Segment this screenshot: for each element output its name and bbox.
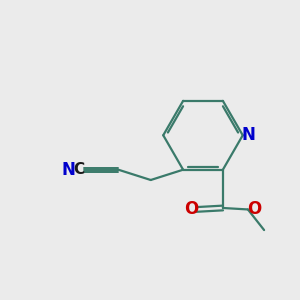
Text: N: N bbox=[241, 126, 255, 144]
Text: C: C bbox=[74, 162, 85, 177]
Text: O: O bbox=[247, 200, 261, 218]
Text: O: O bbox=[184, 200, 198, 218]
Text: N: N bbox=[61, 161, 75, 179]
